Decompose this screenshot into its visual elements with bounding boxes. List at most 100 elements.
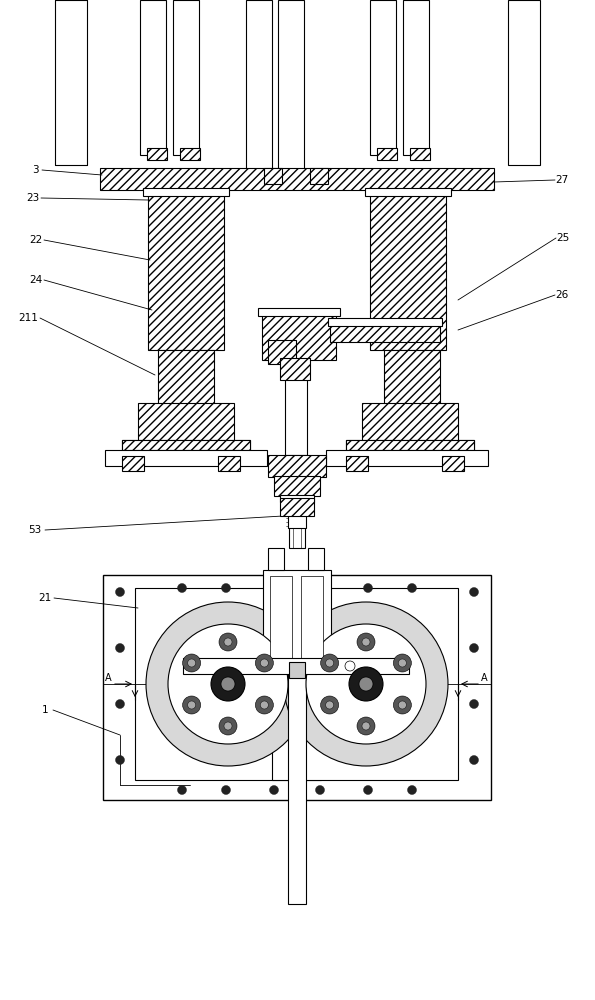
- Text: 23: 23: [26, 193, 40, 203]
- Circle shape: [364, 786, 372, 794]
- Circle shape: [221, 584, 230, 592]
- Circle shape: [219, 717, 237, 735]
- Circle shape: [177, 584, 186, 592]
- Text: 26: 26: [555, 290, 569, 300]
- Circle shape: [221, 677, 235, 691]
- Circle shape: [261, 701, 268, 709]
- Bar: [158, 350, 214, 405]
- Bar: [246, 0, 272, 175]
- Text: 24: 24: [29, 275, 43, 285]
- Text: A: A: [481, 673, 487, 683]
- Circle shape: [168, 624, 288, 744]
- Text: 1: 1: [42, 705, 48, 715]
- Bar: [55, 0, 87, 165]
- Bar: [370, 190, 446, 350]
- Bar: [346, 440, 474, 458]
- Bar: [263, 570, 331, 665]
- Circle shape: [115, 700, 124, 708]
- Circle shape: [270, 786, 278, 794]
- Text: 22: 22: [29, 235, 43, 245]
- Circle shape: [325, 659, 334, 667]
- Circle shape: [357, 633, 375, 651]
- Bar: [288, 500, 306, 528]
- Circle shape: [362, 638, 370, 646]
- Bar: [122, 456, 144, 471]
- Circle shape: [255, 654, 273, 672]
- Bar: [301, 576, 323, 658]
- Bar: [285, 360, 307, 455]
- Circle shape: [224, 722, 232, 730]
- Circle shape: [261, 659, 268, 667]
- Text: 27: 27: [555, 175, 569, 185]
- Bar: [328, 318, 442, 326]
- Circle shape: [306, 624, 426, 744]
- Circle shape: [221, 786, 230, 794]
- Circle shape: [393, 654, 411, 672]
- Text: 25: 25: [556, 233, 569, 243]
- Bar: [173, 0, 199, 155]
- Bar: [180, 148, 200, 160]
- Bar: [280, 358, 310, 380]
- Circle shape: [183, 654, 201, 672]
- Bar: [122, 440, 250, 450]
- Circle shape: [115, 587, 124, 596]
- Circle shape: [408, 786, 416, 794]
- Circle shape: [345, 661, 355, 671]
- Bar: [100, 168, 494, 190]
- Bar: [310, 168, 328, 184]
- Bar: [270, 576, 292, 658]
- Circle shape: [187, 701, 196, 709]
- Bar: [346, 440, 474, 450]
- Circle shape: [315, 786, 324, 794]
- Circle shape: [146, 602, 310, 766]
- Circle shape: [362, 722, 370, 730]
- Bar: [278, 0, 304, 175]
- Bar: [268, 548, 284, 570]
- Bar: [105, 450, 267, 466]
- Circle shape: [325, 701, 334, 709]
- Bar: [140, 0, 166, 155]
- Bar: [280, 495, 314, 502]
- Bar: [135, 588, 321, 780]
- Bar: [288, 674, 306, 904]
- Bar: [362, 403, 458, 441]
- Bar: [377, 148, 397, 160]
- Circle shape: [211, 667, 245, 701]
- Circle shape: [183, 696, 201, 714]
- Circle shape: [115, 644, 124, 652]
- Bar: [384, 350, 440, 405]
- Bar: [264, 168, 282, 184]
- Bar: [365, 188, 451, 196]
- Bar: [103, 575, 491, 800]
- Bar: [508, 0, 540, 165]
- Circle shape: [321, 654, 339, 672]
- Circle shape: [255, 696, 273, 714]
- Circle shape: [115, 756, 124, 764]
- Circle shape: [469, 700, 478, 708]
- Bar: [143, 188, 229, 196]
- Text: 21: 21: [38, 593, 52, 603]
- Circle shape: [469, 644, 478, 652]
- Circle shape: [187, 659, 196, 667]
- Circle shape: [408, 584, 416, 592]
- Text: A: A: [105, 673, 111, 683]
- Bar: [218, 456, 240, 471]
- Bar: [138, 403, 234, 441]
- Bar: [148, 190, 224, 350]
- Bar: [272, 588, 458, 780]
- Text: 211: 211: [18, 313, 38, 323]
- Bar: [442, 456, 464, 471]
- Circle shape: [284, 602, 448, 766]
- Bar: [147, 148, 167, 160]
- Bar: [122, 440, 250, 458]
- Bar: [326, 450, 488, 466]
- Bar: [268, 455, 326, 477]
- Circle shape: [393, 696, 411, 714]
- Circle shape: [357, 717, 375, 735]
- Circle shape: [364, 584, 372, 592]
- Circle shape: [469, 587, 478, 596]
- Circle shape: [321, 696, 339, 714]
- Bar: [268, 340, 296, 364]
- Bar: [289, 516, 305, 548]
- Circle shape: [399, 701, 406, 709]
